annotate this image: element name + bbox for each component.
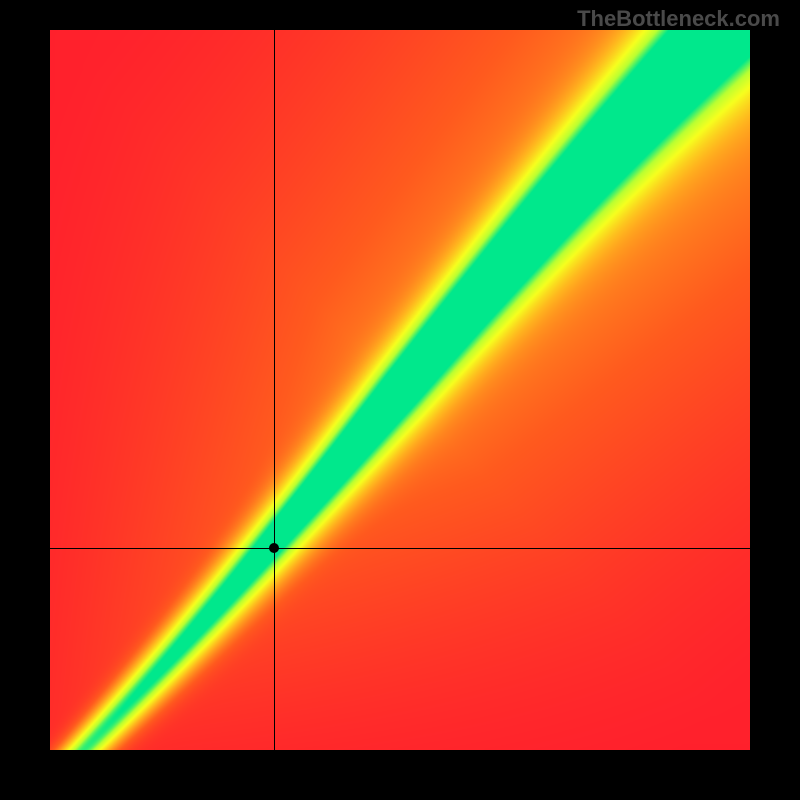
- watermark-text: TheBottleneck.com: [577, 6, 780, 32]
- crosshair-vertical: [274, 30, 275, 750]
- heatmap-plot: [50, 30, 750, 750]
- crosshair-horizontal: [50, 548, 750, 549]
- heatmap-canvas: [50, 30, 750, 750]
